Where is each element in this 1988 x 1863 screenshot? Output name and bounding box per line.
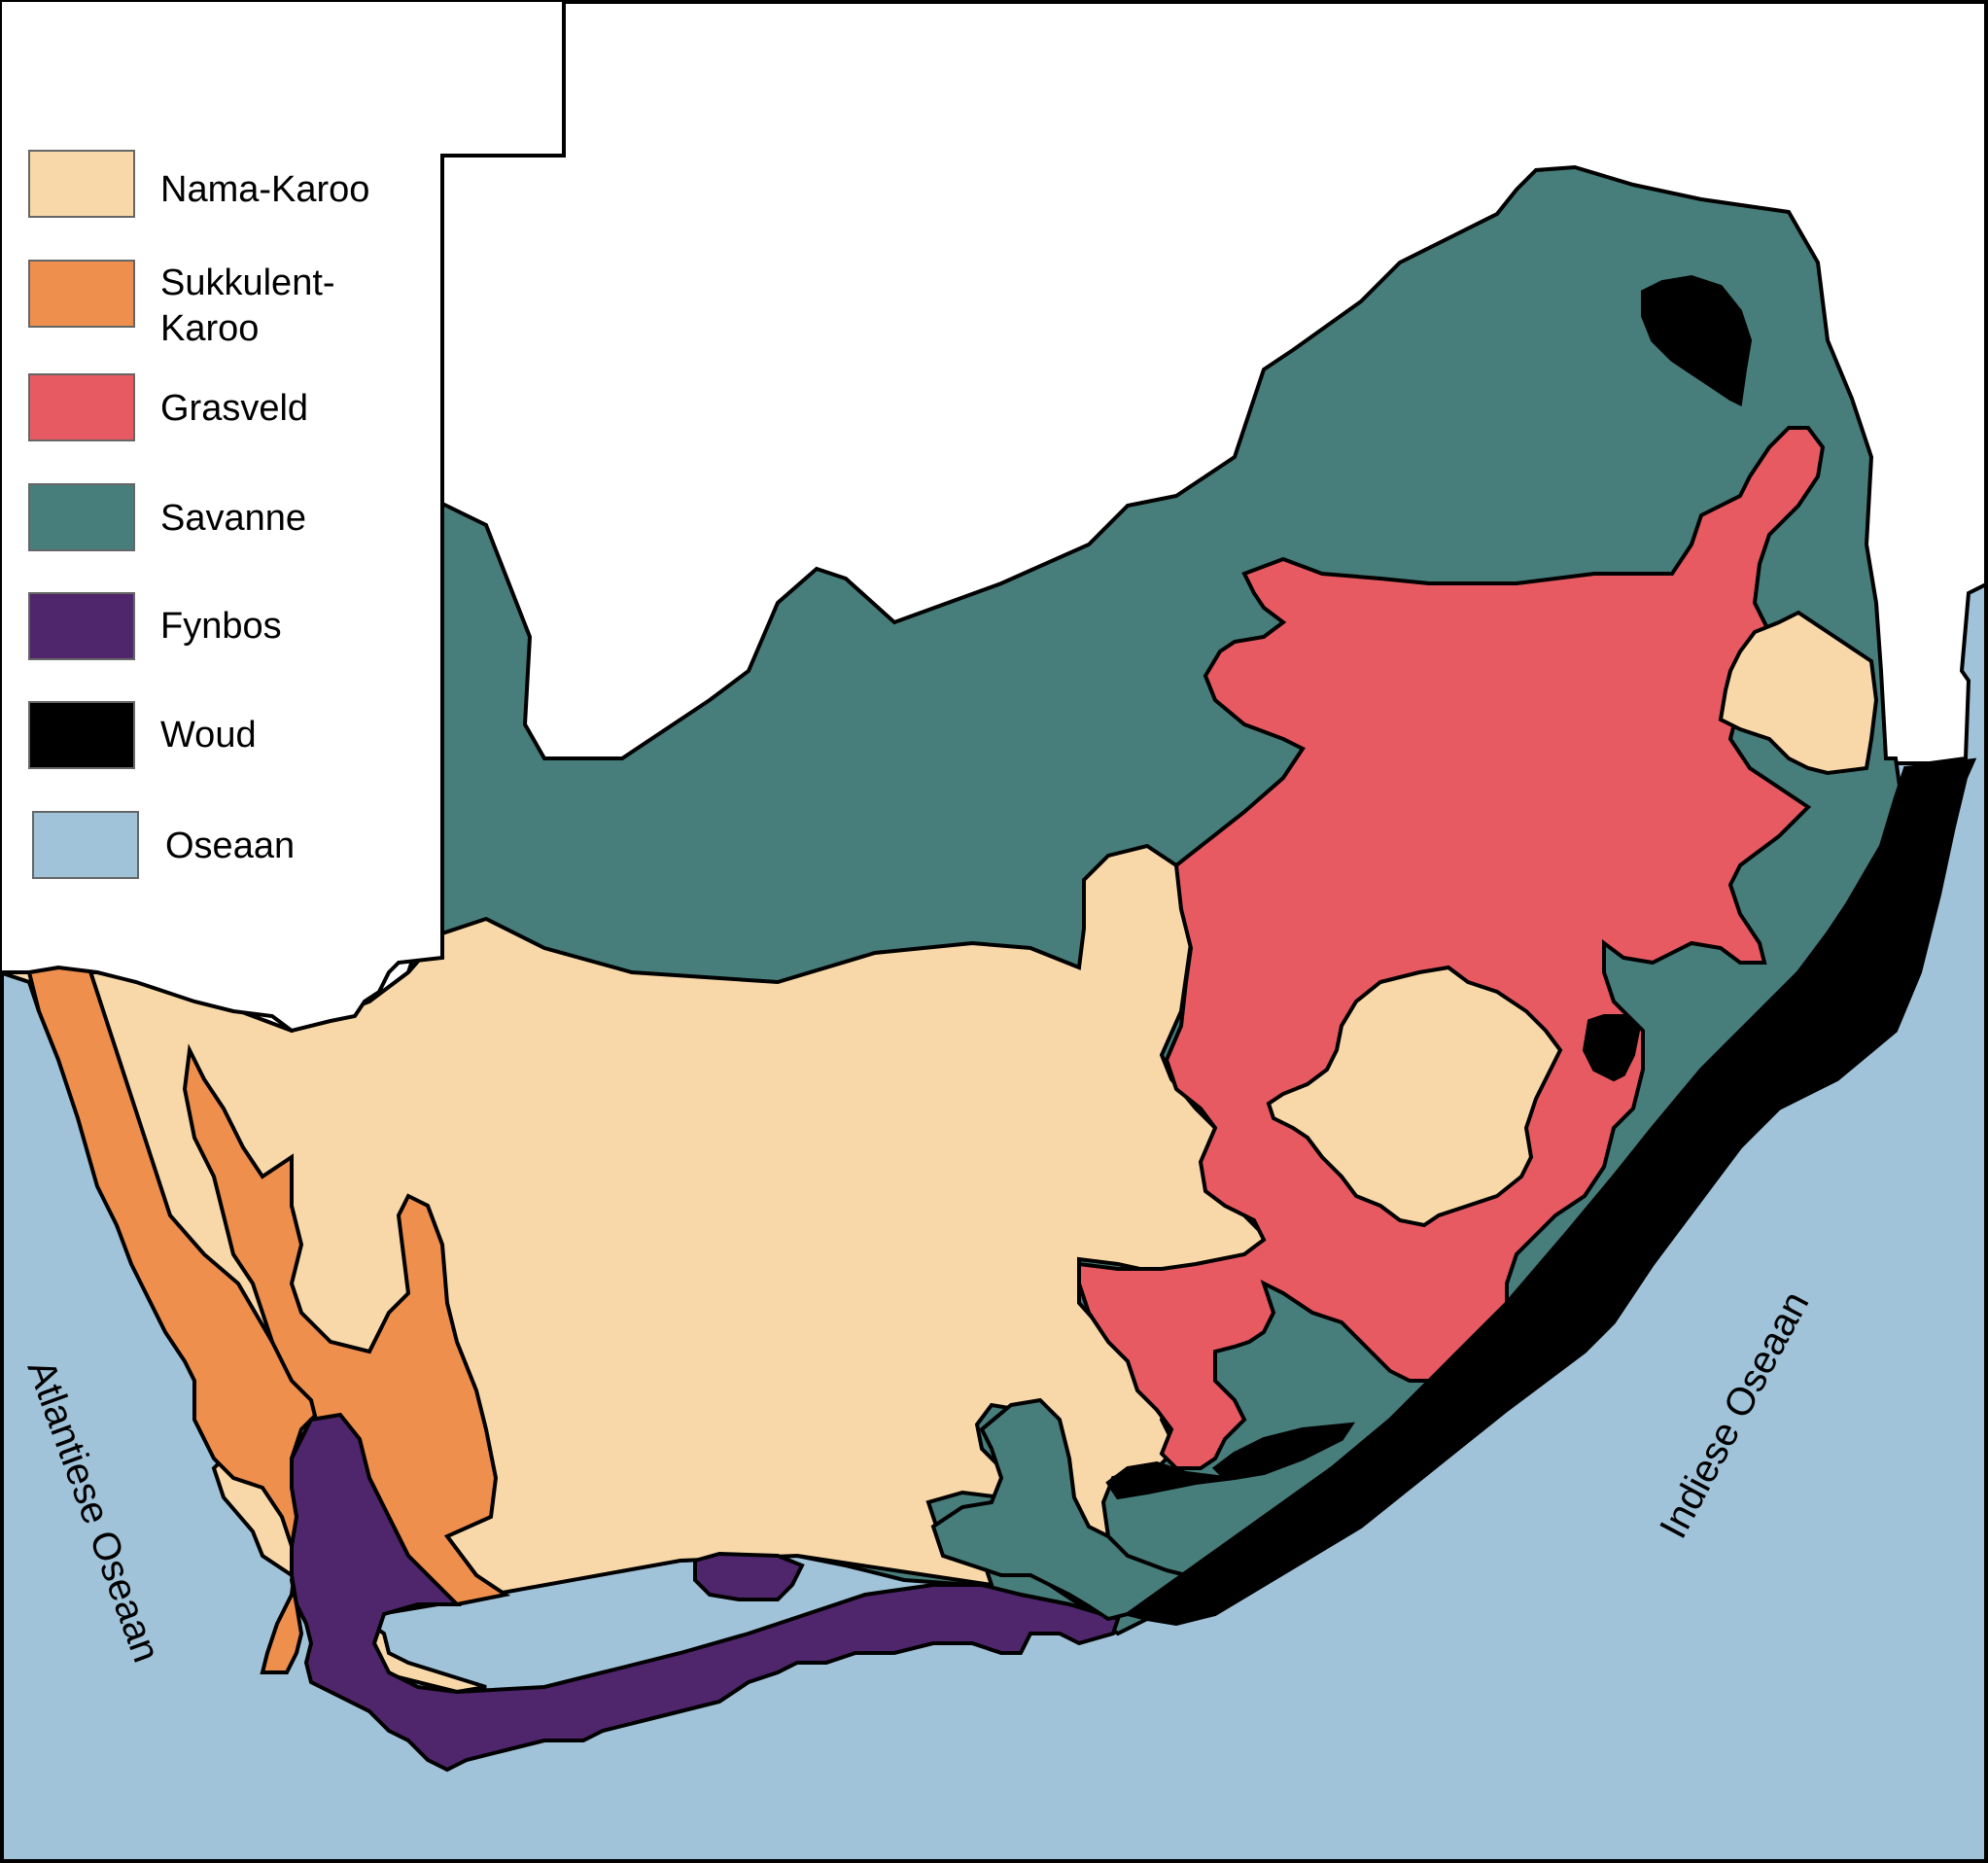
biome-fynbos-inland: [693, 1551, 805, 1601]
biome-woud-small: [1582, 1014, 1641, 1082]
legend-label-woud: Woud: [160, 715, 257, 756]
legend-label-sukkulent-karoo-line1: Sukkulent-: [160, 263, 335, 303]
biome-woud-north: [1641, 274, 1753, 407]
legend-swatch-nama-karoo: [28, 150, 135, 218]
biome-nama-karoo-highland: [1266, 965, 1563, 1228]
legend-panel: [0, 0, 566, 1034]
biome-nama-karoo-northeast: [1718, 610, 1879, 776]
legend-label-oseaan: Oseaan: [165, 826, 295, 866]
biome-savanne-south: [930, 1397, 1190, 1622]
legend-label-sukkulent-karoo-line2: Karoo: [160, 308, 259, 349]
biome-fynbos: [290, 1412, 1121, 1773]
legend-swatch-oseaan: [32, 811, 139, 879]
legend-label-savanne: Savanne: [160, 498, 306, 539]
biome-sukkulent-karoo-inland: [182, 1043, 511, 1607]
legend-swatch-grasveld: [28, 373, 135, 441]
legend-swatch-woud: [28, 701, 135, 769]
biome-grasveld: [1077, 426, 1826, 1470]
legend-label-grasveld: Grasveld: [160, 388, 308, 429]
legend-label-nama-karoo: Nama-Karoo: [160, 169, 369, 210]
biome-woud-coastal: [1123, 757, 1977, 1627]
legend-swatch-sukkulent-karoo: [28, 260, 135, 328]
legend-label-fynbos: Fynbos: [160, 606, 282, 647]
legend-swatch-savanne: [28, 483, 135, 551]
biome-woud-south: [1105, 1422, 1356, 1500]
legend-swatch-fynbos: [28, 592, 135, 660]
